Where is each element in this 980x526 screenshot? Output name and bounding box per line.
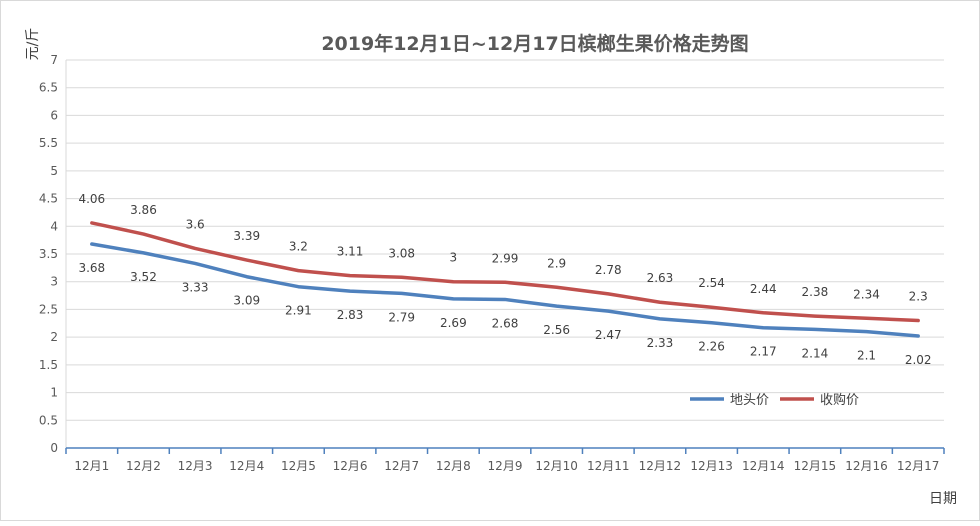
data-label: 2.26 <box>698 340 725 354</box>
x-tick-label: 12月15 <box>794 459 837 473</box>
y-tick-label: 2.5 <box>39 302 58 316</box>
data-label: 2.78 <box>595 263 622 277</box>
axes: 0 0.5 1 1.5 2 2.5 3 3.5 4 4.5 5 5.5 6 6.5 7 12月1 12月2 12月… <box>39 53 945 473</box>
data-label: 2.91 <box>285 304 312 318</box>
y-tick-label: 4.5 <box>39 192 58 206</box>
y-tick-label: 3.5 <box>39 247 58 261</box>
x-tick-label: 12月10 <box>535 459 578 473</box>
data-label: 2.9 <box>547 256 566 270</box>
data-label: 2.14 <box>802 346 829 360</box>
y-tick-label: 1 <box>50 386 58 400</box>
x-tick-label: 12月5 <box>281 459 316 473</box>
data-label: 2.54 <box>698 276 725 290</box>
x-tick-label: 12月7 <box>384 459 419 473</box>
series-line-purchase-price <box>90 221 920 323</box>
data-labels: 3.68 3.52 3.33 3.09 2.91 2.83 2.79 2.69 2.68 2.56… <box>78 192 931 367</box>
data-label: 2.79 <box>388 310 415 324</box>
data-label: 3.86 <box>130 203 157 217</box>
data-label: 2.17 <box>750 345 777 359</box>
data-label: 2.33 <box>647 336 674 350</box>
data-label: 3.11 <box>337 245 364 259</box>
y-tick-label: 6.5 <box>39 81 58 95</box>
data-label: 3.52 <box>130 270 157 284</box>
y-tick-label: 5.5 <box>39 136 58 150</box>
data-label: 2.68 <box>492 316 519 330</box>
x-tick-label: 12月6 <box>333 459 368 473</box>
legend-label: 收购价 <box>820 392 859 408</box>
data-label: 3.6 <box>186 217 205 231</box>
series-line-field-price <box>90 242 920 338</box>
legend-label: 地头价 <box>730 393 769 408</box>
data-label: 2.63 <box>647 271 674 285</box>
data-label: 3 <box>450 251 458 265</box>
x-tick-label: 12月16 <box>845 459 888 473</box>
data-label: 3.33 <box>182 280 209 294</box>
x-tick-label: 12月13 <box>690 459 733 473</box>
x-tick-label: 12月11 <box>587 459 630 473</box>
data-label: 3.39 <box>233 229 260 243</box>
y-tick-label: 0.5 <box>39 413 58 427</box>
x-tick-label: 12月1 <box>74 459 109 473</box>
legend: 地头价 收购价 <box>690 392 859 408</box>
x-tick-label: 12月14 <box>742 459 785 473</box>
data-label: 2.1 <box>857 349 876 363</box>
y-axis-title: 元/斤 <box>25 28 41 61</box>
data-label: 2.34 <box>853 287 880 301</box>
x-tick-label: 12月12 <box>639 459 682 473</box>
y-tick-label: 5 <box>50 164 58 178</box>
data-label: 3.2 <box>289 240 308 254</box>
x-tick-label: 12月8 <box>436 459 471 473</box>
data-label: 2.38 <box>802 285 829 299</box>
data-label: 4.06 <box>78 192 105 206</box>
x-axis-title: 日期 <box>929 491 957 507</box>
data-label: 2.83 <box>337 308 364 322</box>
data-label: 2.99 <box>492 251 519 265</box>
data-label: 2.69 <box>440 316 467 330</box>
data-label: 3.08 <box>388 246 415 260</box>
data-label: 2.56 <box>543 323 570 337</box>
y-tick-label: 7 <box>50 53 58 67</box>
data-label: 2.3 <box>909 290 928 304</box>
chart-title: 2019年12月1日~12月17日槟榔生果价格走势图 <box>321 32 748 55</box>
y-tick-label: 3 <box>50 275 58 289</box>
x-tick-label: 12月2 <box>126 459 161 473</box>
y-tick-label: 4 <box>50 219 58 233</box>
data-label: 3.09 <box>233 294 260 308</box>
x-tick-label: 12月3 <box>178 459 213 473</box>
x-tick-label: 12月9 <box>488 459 523 473</box>
x-tick-label: 12月4 <box>229 459 264 473</box>
data-label: 2.02 <box>905 353 932 367</box>
y-tick-label: 2 <box>50 330 58 344</box>
series-lines <box>90 221 920 338</box>
y-tick-label: 0 <box>50 441 58 455</box>
data-label: 2.44 <box>750 282 777 296</box>
data-label: 2.47 <box>595 328 622 342</box>
y-tick-label: 1.5 <box>39 358 58 372</box>
y-tick-label: 6 <box>50 108 58 122</box>
data-label: 3.68 <box>78 261 105 275</box>
x-tick-label: 12月17 <box>897 459 940 473</box>
